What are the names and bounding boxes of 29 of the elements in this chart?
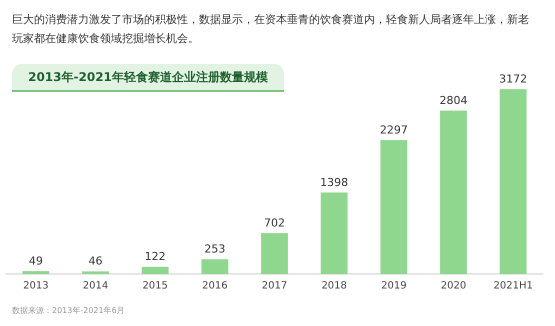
data-label: 1398 — [320, 176, 348, 189]
data-label: 702 — [264, 216, 285, 230]
bar — [82, 271, 109, 274]
x-tick-label: 2016 — [202, 280, 228, 292]
bar — [261, 233, 288, 274]
x-tick-label: 2019 — [381, 280, 407, 292]
data-label: 46 — [88, 254, 102, 268]
data-label: 2804 — [440, 94, 468, 107]
bar — [22, 271, 50, 274]
x-tick-label: 2018 — [321, 280, 347, 292]
bar — [380, 140, 408, 274]
data-label: 253 — [204, 242, 226, 256]
x-tick-label: 2014 — [82, 280, 108, 292]
x-tick-label: 2015 — [142, 280, 168, 292]
bar — [142, 266, 169, 274]
x-tick-label: 2021H1 — [493, 280, 533, 292]
data-label: 3172 — [499, 72, 528, 86]
bar — [320, 192, 348, 274]
x-tick-label: 2017 — [262, 280, 288, 292]
source-note: 数据来源：2013年-2021年6月 — [12, 305, 125, 316]
data-label: 49 — [28, 254, 43, 268]
text: 巨大的消费潜力激发了市场的积极性，数据显示，在资本垂青的饮食赛道内，轻食新人局者逐年上涨，新老玩家都在健康饮食领域挖掘增长机会。 — [12, 12, 530, 47]
bar — [500, 89, 527, 274]
x-tick-label: 2013 — [23, 280, 49, 292]
x-tick-label: 2020 — [440, 280, 466, 292]
bar — [201, 259, 228, 274]
data-label: 122 — [144, 250, 166, 264]
bar — [440, 110, 467, 274]
data-label: 2297 — [380, 123, 408, 136]
